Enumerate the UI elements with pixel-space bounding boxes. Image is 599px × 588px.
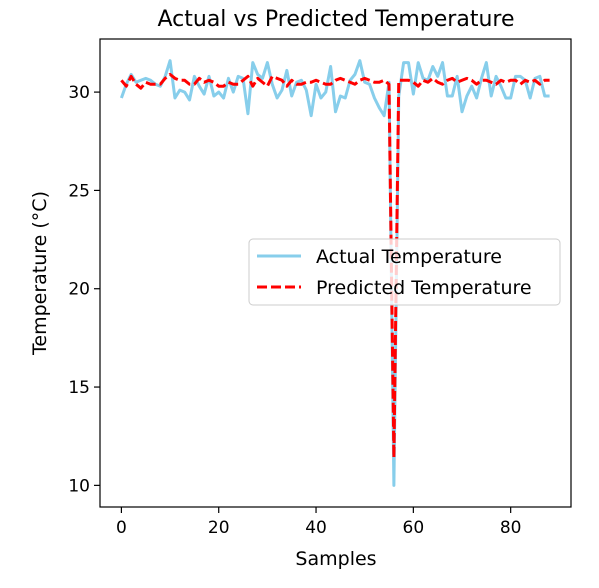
legend-label-predicted: Predicted Temperature xyxy=(316,277,532,299)
x-axis-label: Samples xyxy=(295,548,376,570)
y-axis-label: Temperature (°C) xyxy=(29,191,51,356)
y-tick-label: 30 xyxy=(68,83,90,103)
series-line-predicted xyxy=(120,72,550,460)
y-tick-label: 15 xyxy=(68,378,90,398)
y-tick-label: 25 xyxy=(68,181,90,201)
y-tick-label: 10 xyxy=(68,476,90,496)
y-tick-label: 20 xyxy=(68,280,90,300)
legend-box xyxy=(248,238,561,306)
x-tick-label: 60 xyxy=(403,518,425,538)
x-axis-ticks: 0 20 40 60 80 xyxy=(116,507,521,538)
x-tick-label: 20 xyxy=(208,518,230,538)
series-line-actual xyxy=(119,59,550,487)
x-tick-label: 80 xyxy=(500,518,522,538)
y-axis-ticks: 10 15 20 25 30 xyxy=(68,83,100,496)
axes-frame xyxy=(99,38,572,508)
x-tick-label: 0 xyxy=(116,518,127,538)
legend: Actual Temperature Predicted Temperature xyxy=(248,238,561,306)
x-tick-label: 40 xyxy=(305,518,327,538)
chart-title: Actual vs Predicted Temperature xyxy=(157,7,514,32)
plot-area xyxy=(119,59,550,487)
legend-label-actual: Actual Temperature xyxy=(316,246,502,268)
